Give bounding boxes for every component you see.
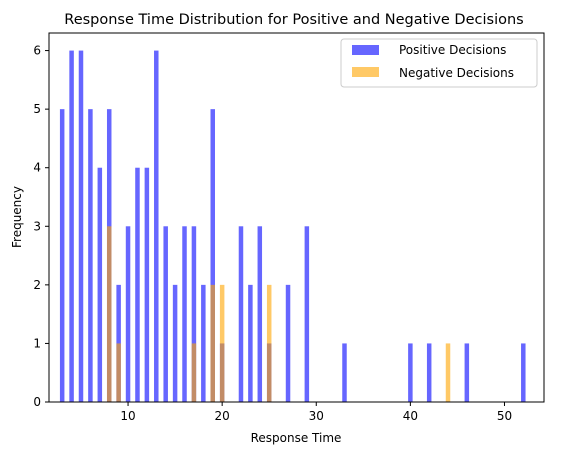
bar-positive-16 [182, 226, 187, 402]
bars-layer [59, 50, 526, 403]
y-axis-label: Frequency [10, 186, 24, 248]
y-tick-label: 0 [33, 395, 41, 409]
x-tick-label: 30 [309, 409, 324, 423]
legend-box [340, 38, 538, 88]
bar-positive-19 [210, 109, 215, 403]
y-tick-label: 2 [33, 278, 41, 292]
bar-positive-18 [201, 284, 206, 402]
bar-positive-23 [248, 284, 253, 402]
legend-label-positive: Positive Decisions [399, 43, 506, 57]
bar-positive-13 [154, 50, 159, 402]
y-tick-label: 1 [33, 336, 41, 350]
legend-label-negative: Negative Decisions [399, 66, 514, 80]
y-tick-label: 3 [33, 219, 41, 233]
bar-positive-46 [464, 343, 470, 402]
bar-positive-14 [163, 226, 168, 402]
x-axis-label: Response Time [251, 431, 342, 445]
chart-title: Response Time Distribution for Positive … [64, 12, 523, 28]
bar-negative-44 [445, 343, 451, 402]
bar-positive-24 [257, 226, 263, 402]
bar-negative-25 [266, 284, 272, 402]
bar-negative-17 [191, 343, 197, 402]
legend-swatch-positive [352, 45, 379, 55]
bar-positive-40 [408, 343, 413, 402]
plot-frame [48, 32, 545, 403]
y-axis: 0 1 2 3 4 5 6 [33, 44, 49, 409]
bar-positive-15 [172, 284, 178, 402]
bar-positive-33 [342, 343, 347, 402]
x-tick-label: 50 [497, 409, 512, 423]
x-tick-label: 20 [215, 409, 230, 423]
legend: Positive Decisions Negative Decisions [340, 38, 538, 88]
bar-positive-17 [191, 226, 197, 402]
bar-positive-42 [426, 343, 432, 402]
bar-positive-4 [69, 50, 74, 402]
bar-positive-5 [78, 50, 84, 402]
y-tick-label: 6 [33, 44, 41, 58]
bar-negative-20 [219, 284, 225, 402]
bar-positive-6 [88, 109, 93, 403]
bar-negative-9 [116, 343, 121, 402]
bar-positive-3 [59, 109, 65, 403]
bar-positive-29 [304, 226, 310, 402]
y-tick-label: 4 [33, 161, 41, 175]
x-axis: 10 20 30 40 50 [120, 402, 512, 423]
bar-positive-11 [135, 167, 140, 402]
bar-positive-22 [238, 226, 244, 402]
legend-swatch-negative [352, 67, 379, 77]
bar-positive-12 [144, 167, 150, 402]
x-tick-label: 40 [403, 409, 418, 423]
bar-negative-19 [210, 284, 215, 402]
y-tick-label: 5 [33, 102, 41, 116]
bar-positive-7 [97, 167, 103, 402]
bar-positive-52 [521, 343, 526, 402]
bar-negative-8 [106, 226, 112, 402]
x-tick-label: 10 [120, 409, 135, 423]
bar-positive-10 [125, 226, 131, 402]
bar-positive-27 [285, 284, 291, 402]
